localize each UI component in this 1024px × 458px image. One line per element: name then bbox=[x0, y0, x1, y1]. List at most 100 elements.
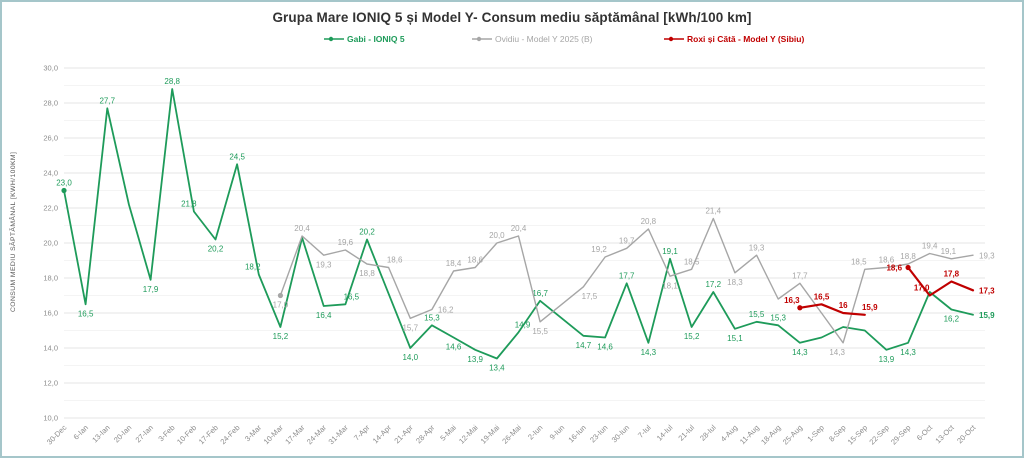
series-point-marker bbox=[277, 292, 284, 299]
data-label: 15,3 bbox=[424, 313, 440, 322]
data-label: 17,7 bbox=[619, 271, 635, 280]
data-label: 14,3 bbox=[792, 348, 808, 357]
x-tick-label: 20-Oct bbox=[955, 422, 978, 445]
data-label: 16 bbox=[839, 301, 848, 310]
data-label: 17,0 bbox=[273, 301, 289, 310]
data-label: 20,2 bbox=[208, 245, 224, 254]
legend-item-gabi[interactable]: Gabi - IONIQ 5 bbox=[324, 34, 405, 44]
data-label: 16,4 bbox=[316, 311, 332, 320]
x-tick-label: 30-Iun bbox=[610, 423, 631, 444]
legend-line-marker-icon bbox=[324, 36, 344, 42]
data-label: 23,0 bbox=[56, 179, 72, 188]
series-point-marker bbox=[61, 187, 67, 194]
data-label: 19,3 bbox=[316, 260, 332, 269]
x-tick-label: 28-Iul bbox=[698, 423, 718, 443]
data-label: 24,5 bbox=[229, 152, 245, 161]
data-label: 18,1 bbox=[662, 281, 678, 290]
x-tick-label: 18-Aug bbox=[759, 423, 782, 446]
data-label: 19,7 bbox=[619, 236, 635, 245]
data-label: 19,4 bbox=[922, 242, 938, 251]
data-label: 19,3 bbox=[749, 243, 765, 252]
x-tick-label: 20-Ian bbox=[112, 423, 133, 444]
series-line-gabi bbox=[63, 88, 974, 360]
x-tick-label: 27-Ian bbox=[134, 423, 155, 444]
x-tick-label: 24-Mar bbox=[305, 423, 329, 447]
x-tick-label: 10-Mar bbox=[262, 423, 286, 447]
y-tick-label: 14,0 bbox=[43, 344, 58, 353]
x-tick-label: 19-Mai bbox=[479, 423, 502, 446]
x-tick-label: 14-Iul bbox=[655, 423, 675, 443]
data-label: 15,2 bbox=[684, 332, 700, 341]
x-tick-label: 11-Aug bbox=[738, 423, 761, 446]
data-label: 21,4 bbox=[705, 207, 721, 216]
x-tick-label: 6-Oct bbox=[915, 422, 935, 442]
x-tick-label: 22-Sep bbox=[867, 423, 890, 446]
data-label: 18,6 bbox=[886, 264, 902, 273]
data-label: 18,3 bbox=[727, 278, 743, 287]
x-tick-label: 14-Apr bbox=[371, 423, 394, 446]
x-tick-label: 6-Ian bbox=[72, 423, 90, 441]
x-tick-label: 3-Mar bbox=[243, 423, 264, 444]
y-tick-label: 30,0 bbox=[43, 64, 58, 73]
data-label: 19,3 bbox=[979, 251, 995, 260]
data-label: 17,9 bbox=[143, 285, 159, 294]
legend-item-roxi[interactable]: Roxi și Cătă - Model Y (Sibiu) bbox=[664, 34, 804, 44]
data-label: 13,9 bbox=[879, 355, 895, 364]
chart-legend: Gabi - IONIQ 5 Ovidiu - Model Y 2025 (B) R… bbox=[2, 34, 1022, 50]
x-tick-label: 29-Sep bbox=[889, 423, 912, 446]
x-tick-label: 23-Iun bbox=[588, 423, 609, 444]
data-label: 15,5 bbox=[532, 327, 548, 336]
data-label: 18,8 bbox=[900, 252, 916, 261]
data-label: 14,3 bbox=[641, 348, 657, 357]
data-label: 18,6 bbox=[387, 256, 403, 265]
data-label: 14,3 bbox=[900, 348, 916, 357]
data-label: 16,2 bbox=[944, 315, 960, 324]
data-label: 18,5 bbox=[684, 257, 700, 266]
x-tick-label: 26-Mai bbox=[500, 423, 523, 446]
data-label: 17,8 bbox=[944, 270, 960, 279]
x-tick-label: 21-Iul bbox=[676, 423, 696, 443]
data-label: 18,4 bbox=[446, 259, 462, 268]
data-label: 15,1 bbox=[727, 334, 743, 343]
data-label: 19,6 bbox=[338, 238, 354, 247]
series-point-marker bbox=[797, 305, 803, 311]
data-label: 17,3 bbox=[979, 286, 995, 295]
x-tick-label: 30-Dec bbox=[45, 423, 69, 447]
x-tick-label: 24-Feb bbox=[218, 423, 241, 446]
y-tick-label: 28,0 bbox=[43, 99, 58, 108]
data-label: 20,8 bbox=[641, 217, 657, 226]
data-label: 13,9 bbox=[467, 355, 483, 364]
data-label: 20,4 bbox=[511, 224, 527, 233]
chart-title: Grupa Mare IONIQ 5 și Model Y- Consum me… bbox=[272, 10, 752, 25]
data-label: 18,6 bbox=[467, 256, 483, 265]
x-tick-label: 7-Apr bbox=[352, 423, 372, 443]
data-label: 15,9 bbox=[862, 303, 878, 312]
data-label: 13,4 bbox=[489, 364, 505, 373]
x-tick-label: 16-Iun bbox=[566, 423, 587, 444]
data-label: 20,0 bbox=[489, 231, 505, 240]
data-label: 19,1 bbox=[662, 247, 678, 256]
x-tick-label: 7-Iul bbox=[636, 423, 653, 440]
data-label: 20,2 bbox=[359, 228, 375, 237]
x-tick-label: 25-Aug bbox=[781, 423, 804, 446]
x-tick-label: 28-Apr bbox=[414, 423, 437, 446]
legend-item-ovidiu[interactable]: Ovidiu - Model Y 2025 (B) bbox=[472, 34, 592, 44]
series-point-marker bbox=[905, 264, 911, 271]
data-label: 14,6 bbox=[597, 343, 613, 352]
series-line-roxi bbox=[798, 266, 975, 316]
x-tick-label: 31-Mar bbox=[327, 423, 351, 447]
x-tick-label: 13-Oct bbox=[933, 422, 956, 445]
x-tick-label: 5-Mai bbox=[438, 423, 458, 443]
x-tick-label: 12-Mai bbox=[457, 423, 480, 446]
data-label: 19,2 bbox=[591, 245, 607, 254]
x-tick-label: 4-Aug bbox=[719, 423, 740, 444]
x-tick-label: 15-Sep bbox=[846, 423, 869, 446]
data-label: 14,6 bbox=[446, 343, 462, 352]
data-label: 16,5 bbox=[814, 292, 830, 301]
y-tick-label: 18,0 bbox=[43, 274, 58, 283]
legend-line-marker-icon bbox=[472, 36, 492, 42]
data-label: 28,8 bbox=[164, 77, 180, 86]
legend-line-marker-icon bbox=[664, 36, 684, 42]
data-label: 14,3 bbox=[829, 348, 845, 357]
